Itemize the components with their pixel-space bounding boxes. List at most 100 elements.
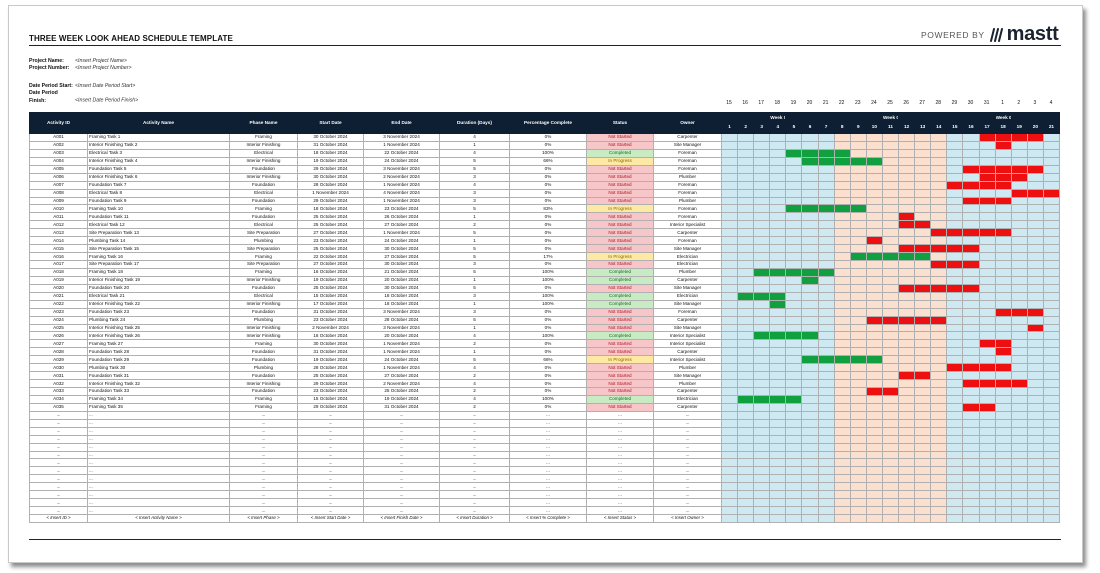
status-badge[interactable]: Completed (586, 275, 654, 285)
table-row[interactable]: A012 Electrical Task 12 Electrical 25 Octob… (29, 220, 1061, 230)
table-row[interactable]: A031 Foundation Task 31 Foundation 25 Octob… (29, 371, 1061, 381)
cell-percent-complete[interactable]: 0% (509, 133, 587, 142)
cell-activity-name[interactable]: Foundation Task 33 (87, 387, 230, 396)
cell-start-date[interactable]: 15 October 2024 (297, 394, 364, 404)
placeholder-cell[interactable]: ... (653, 498, 722, 508)
placeholder-cell[interactable]: ... (363, 506, 440, 515)
status-badge[interactable]: In Progress (586, 204, 654, 214)
cell-activity-id[interactable]: A013 (29, 228, 88, 238)
table-row[interactable]: A029 Foundation Task 29 Foundation 19 Octob… (29, 355, 1061, 365)
cell-phase-name[interactable]: Interior Finishing (229, 156, 298, 166)
placeholder-cell[interactable]: ... (439, 458, 510, 468)
cell-start-date[interactable]: 1 November 2024 (297, 188, 364, 198)
cell-phase-name[interactable]: Interior Finishing (229, 172, 298, 182)
placeholder-cell[interactable]: ... (653, 442, 722, 452)
placeholder-cell[interactable]: ... (297, 410, 364, 420)
cell-start-date[interactable]: 31 October 2024 (297, 140, 364, 150)
cell-owner[interactable]: Electrician (653, 394, 722, 404)
placeholder-cell[interactable]: ... (439, 426, 510, 436)
placeholder-cell[interactable]: ... (363, 474, 440, 484)
placeholder-cell[interactable]: ... (586, 466, 654, 476)
status-badge[interactable]: In Progress (586, 355, 654, 365)
placeholder-cell[interactable]: ... (509, 450, 587, 460)
cell-end-date[interactable]: 4 November 2024 (363, 188, 440, 198)
placeholder-cell[interactable]: ... (29, 434, 88, 444)
footer-placeholder[interactable]: < Insert Activity Name > (87, 514, 230, 523)
cell-percent-complete[interactable]: 0% (509, 220, 587, 230)
cell-start-date[interactable]: 29 October 2024 (297, 196, 364, 206)
placeholder-cell[interactable]: ... (363, 418, 440, 428)
placeholder-cell[interactable]: ... (653, 418, 722, 428)
cell-owner[interactable]: Site Manager (653, 299, 722, 309)
cell-duration[interactable]: 4 (439, 363, 510, 373)
cell-activity-name[interactable]: Interior Finishing Task 26 (87, 331, 230, 341)
cell-activity-name[interactable]: Foundation Task 20 (87, 283, 230, 293)
cell-owner[interactable]: Carpenter (653, 402, 722, 412)
cell-percent-complete[interactable]: 83% (509, 204, 587, 214)
cell-end-date[interactable]: 23 October 2024 (363, 204, 440, 214)
placeholder-cell[interactable]: ... (439, 442, 510, 452)
empty-row[interactable]: ........................... (29, 490, 1061, 500)
cell-activity-name[interactable]: Site Preparation Task 13 (87, 228, 230, 238)
placeholder-cell[interactable]: ... (509, 506, 587, 515)
status-badge[interactable]: In Progress (586, 252, 654, 261)
cell-activity-id[interactable]: A016 (29, 252, 88, 261)
cell-activity-id[interactable]: A001 (29, 133, 88, 142)
cell-activity-id[interactable]: A032 (29, 379, 88, 388)
cell-owner[interactable]: Foreman (653, 236, 722, 246)
placeholder-cell[interactable]: ... (439, 450, 510, 460)
cell-percent-complete[interactable]: 100% (509, 331, 587, 341)
placeholder-cell[interactable]: ... (509, 418, 587, 428)
cell-activity-id[interactable]: A031 (29, 371, 88, 381)
cell-percent-complete[interactable]: 0% (509, 402, 587, 412)
placeholder-cell[interactable]: ... (297, 434, 364, 444)
placeholder-cell[interactable]: ... (653, 474, 722, 484)
cell-end-date[interactable]: 21 October 2024 (363, 267, 440, 277)
cell-activity-id[interactable]: A007 (29, 180, 88, 190)
cell-end-date[interactable]: 1 November 2024 (363, 339, 440, 349)
table-row[interactable]: A010 Framing Task 10 Framing 18 October 202… (29, 204, 1061, 214)
cell-activity-id[interactable]: A012 (29, 220, 88, 230)
placeholder-cell[interactable]: ... (29, 426, 88, 436)
placeholder-cell[interactable]: ... (297, 498, 364, 508)
cell-owner[interactable]: Foreman (653, 180, 722, 190)
table-row[interactable]: A032 Interior Finishing Task 32 Interior F… (29, 379, 1061, 388)
placeholder-cell[interactable]: ... (229, 498, 298, 508)
cell-phase-name[interactable]: Framing (229, 252, 298, 261)
cell-duration[interactable]: 1 (439, 347, 510, 357)
cell-phase-name[interactable]: Foundation (229, 283, 298, 293)
placeholder-cell[interactable]: ... (439, 498, 510, 508)
empty-row[interactable]: ........................... (29, 458, 1061, 468)
placeholder-cell[interactable]: ... (509, 434, 587, 444)
status-badge[interactable]: Not Started (586, 133, 654, 142)
cell-percent-complete[interactable]: 0% (509, 347, 587, 357)
footer-placeholder[interactable]: < Insert ID > (29, 514, 88, 523)
status-badge[interactable]: Completed (586, 331, 654, 341)
status-badge[interactable]: Not Started (586, 323, 654, 333)
cell-start-date[interactable]: 28 October 2024 (297, 363, 364, 373)
cell-owner[interactable]: Electrician (653, 260, 722, 269)
placeholder-cell[interactable]: ... (509, 466, 587, 476)
cell-activity-id[interactable]: A030 (29, 363, 88, 373)
cell-phase-name[interactable]: Framing (229, 402, 298, 412)
cell-activity-name[interactable]: Framing Task 1 (87, 133, 230, 142)
cell-start-date[interactable]: 25 October 2024 (297, 220, 364, 230)
cell-owner[interactable]: Plumber (653, 379, 722, 388)
table-row[interactable]: A016 Framing Task 16 Framing 22 October 202… (29, 252, 1061, 261)
cell-end-date[interactable]: 30 October 2024 (363, 283, 440, 293)
placeholder-cell[interactable]: ... (439, 474, 510, 484)
placeholder-cell[interactable]: ... (439, 506, 510, 515)
placeholder-cell[interactable]: ... (29, 506, 88, 515)
placeholder-cell[interactable]: ... (586, 410, 654, 420)
placeholder-cell[interactable]: ... (363, 466, 440, 476)
cell-phase-name[interactable]: Site Preparation (229, 244, 298, 254)
placeholder-cell[interactable]: ... (229, 482, 298, 492)
placeholder-cell[interactable]: ... (297, 450, 364, 460)
cell-start-date[interactable]: 25 October 2024 (297, 212, 364, 222)
cell-activity-name[interactable]: Foundation Task 31 (87, 371, 230, 381)
cell-activity-name[interactable]: Site Preparation Task 15 (87, 244, 230, 254)
cell-start-date[interactable]: 25 October 2024 (297, 244, 364, 254)
table-row[interactable]: A026 Interior Finishing Task 26 Interior F… (29, 331, 1061, 341)
placeholder-cell[interactable]: ... (229, 418, 298, 428)
status-badge[interactable]: Not Started (586, 283, 654, 293)
